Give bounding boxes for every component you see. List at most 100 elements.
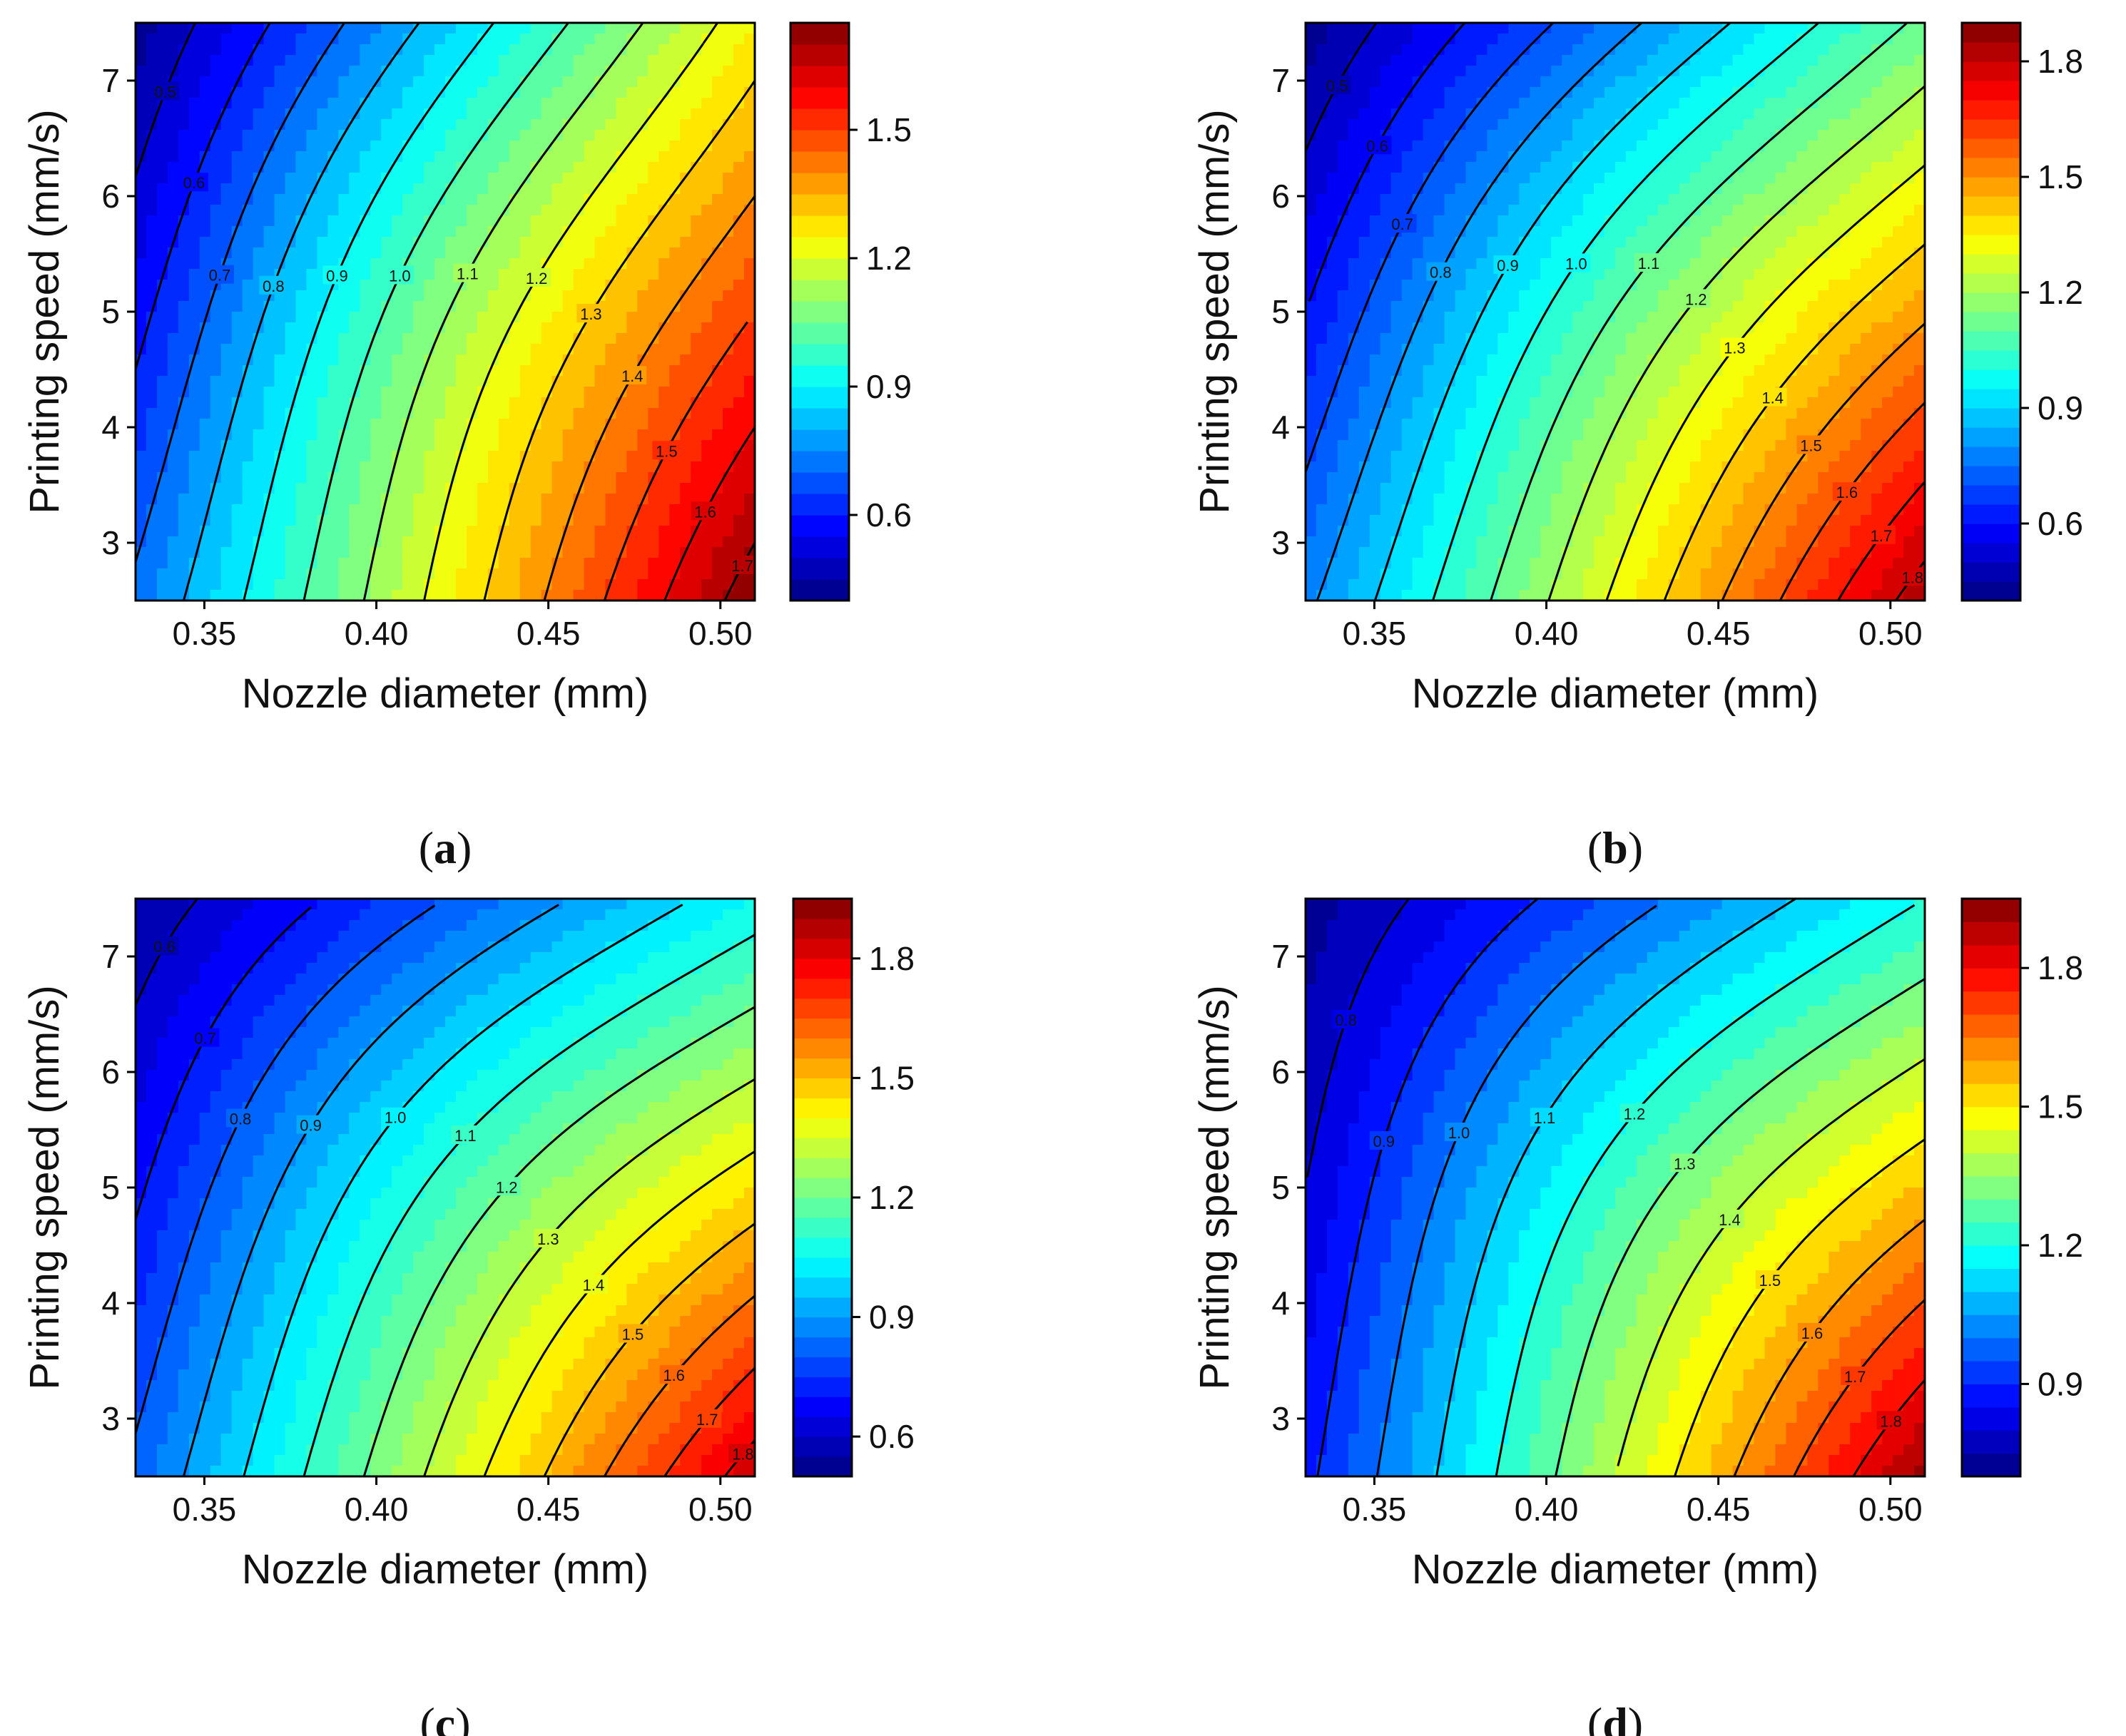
- contour-label: 0.9: [326, 267, 348, 285]
- contour-cell: [498, 98, 510, 109]
- contour-cell: [680, 322, 692, 334]
- contour-cell: [1551, 301, 1562, 312]
- contour-cell: [637, 568, 649, 580]
- contour-cell: [1604, 55, 1616, 66]
- contour-cell: [146, 568, 158, 580]
- contour-cell: [573, 590, 585, 601]
- contour-cell: [509, 387, 521, 398]
- contour-cell: [1358, 365, 1370, 377]
- contour-cell: [242, 215, 254, 227]
- contour-cell: [1316, 280, 1328, 291]
- contour-cell: [424, 34, 435, 45]
- contour-cell: [626, 269, 639, 280]
- contour-cell: [637, 108, 649, 120]
- contour-cell: [434, 429, 446, 441]
- contour-label: 0.6: [183, 174, 205, 192]
- contour-cell: [541, 472, 553, 484]
- contour-cell: [1455, 590, 1467, 601]
- contour-cell: [285, 258, 297, 270]
- contour-cell: [637, 44, 649, 56]
- contour-cell: [1369, 333, 1381, 344]
- contour-cell: [637, 558, 649, 569]
- contour-cell: [723, 494, 734, 505]
- contour-cell: [573, 419, 585, 430]
- contour-cell: [1636, 301, 1648, 312]
- contour-cell: [680, 526, 692, 537]
- contour-cell: [1508, 34, 1520, 45]
- contour-cell: [1625, 408, 1637, 419]
- contour-cell: [1465, 280, 1477, 291]
- contour-cell: [1390, 312, 1403, 323]
- contour-cell: [167, 451, 179, 462]
- contour-cell: [669, 397, 681, 409]
- contour-cell: [455, 322, 467, 334]
- contour-cell: [1444, 483, 1456, 494]
- contour-cell: [658, 515, 671, 526]
- contour-cell: [360, 322, 372, 334]
- contour-cell: [1401, 66, 1413, 77]
- contour-cell: [1508, 344, 1520, 355]
- contour-cell: [136, 376, 147, 387]
- contour-cell: [136, 87, 147, 98]
- contour-cell: [434, 66, 446, 77]
- contour-cell: [167, 215, 179, 227]
- contour-cell: [530, 98, 542, 109]
- contour-cell: [1551, 162, 1562, 173]
- contour-cell: [1508, 173, 1520, 184]
- contour-cell: [509, 461, 521, 473]
- contour-cell: [477, 290, 489, 302]
- contour-cell: [156, 568, 168, 580]
- contour-cell: [744, 354, 755, 366]
- contour-cell: [231, 568, 243, 580]
- contour-cell: [530, 76, 542, 88]
- contour-cell: [402, 215, 414, 227]
- contour-cell: [551, 354, 564, 366]
- contour-cell: [253, 461, 265, 473]
- contour-cell: [1306, 515, 1317, 526]
- contour-cell: [509, 34, 521, 45]
- contour-cell: [1540, 354, 1552, 366]
- contour-cell: [424, 397, 435, 409]
- contour-cell: [434, 183, 446, 195]
- contour-cell: [136, 408, 147, 419]
- contour-cell: [605, 504, 617, 516]
- contour-cell: [669, 504, 681, 516]
- contour-cell: [1380, 66, 1392, 77]
- contour-cell: [637, 194, 649, 205]
- contour-cell: [1380, 76, 1392, 88]
- contour-cell: [1594, 98, 1605, 109]
- contour-cell: [392, 590, 403, 601]
- contour-cell: [210, 226, 222, 238]
- contour-cell: [402, 526, 414, 537]
- colorbar-band: [790, 536, 849, 558]
- contour-cell: [594, 547, 606, 558]
- contour-cell: [530, 312, 542, 323]
- contour-cell: [744, 44, 755, 56]
- contour-cell: [424, 461, 435, 473]
- contour-cell: [188, 119, 200, 131]
- contour-cell: [1604, 451, 1616, 462]
- contour-cell: [605, 34, 617, 45]
- contour-cell: [723, 451, 734, 462]
- contour-cell: [487, 237, 499, 248]
- contour-cell: [424, 547, 435, 558]
- contour-cell: [349, 472, 361, 484]
- colorbar-band: [790, 280, 849, 302]
- contour-cell: [338, 290, 350, 302]
- contour-cell: [455, 408, 467, 419]
- contour-cell: [1551, 483, 1562, 494]
- contour-cell: [146, 141, 158, 152]
- contour-cell: [594, 23, 606, 34]
- contour-cell: [253, 151, 265, 163]
- contour-cell: [691, 141, 702, 152]
- contour-cell: [1594, 215, 1605, 227]
- contour-cell: [1604, 141, 1616, 152]
- contour-cell: [541, 365, 553, 377]
- contour-cell: [1583, 23, 1594, 34]
- contour-cell: [1636, 568, 1648, 580]
- contour-cell: [616, 451, 628, 462]
- contour-cell: [1530, 44, 1542, 56]
- contour-cell: [1594, 194, 1605, 205]
- contour-cell: [1326, 440, 1338, 451]
- contour-cell: [605, 387, 617, 398]
